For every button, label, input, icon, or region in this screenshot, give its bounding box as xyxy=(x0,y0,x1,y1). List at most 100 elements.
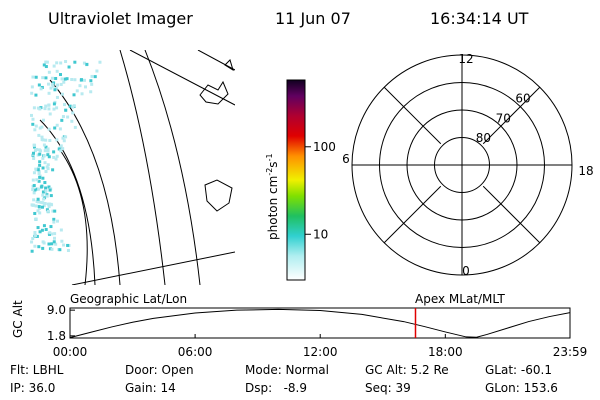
aurora-pixel xyxy=(42,197,46,201)
aurora-pixel xyxy=(35,234,39,238)
aurora-pixel xyxy=(41,156,45,160)
aurora-pixel xyxy=(95,69,99,73)
aurora-pixel xyxy=(36,168,40,172)
aurora-pixel xyxy=(59,61,63,65)
aurora-pixel xyxy=(53,126,57,130)
aurora-pixel xyxy=(32,106,36,110)
aurora-pixel xyxy=(42,224,46,228)
x-tick-label: 18:00 xyxy=(428,345,463,359)
aurora-pixel xyxy=(51,84,55,88)
polar-spoke xyxy=(482,86,541,145)
aurora-pixel xyxy=(93,75,97,79)
aurora-pixel xyxy=(52,150,56,154)
aurora-pixel xyxy=(37,172,41,176)
aurora-pixel xyxy=(34,233,38,237)
aurora-pixel xyxy=(50,76,54,80)
aurora-pixel xyxy=(47,103,51,107)
aurora-pixel xyxy=(30,85,34,89)
aurora-pixel xyxy=(84,85,88,89)
aurora-pixel xyxy=(37,200,41,204)
aurora-pixel xyxy=(48,188,52,192)
aurora-pixel xyxy=(37,187,41,191)
aurora-pixel xyxy=(41,76,45,80)
aurora-pixel xyxy=(66,243,70,247)
aurora-pixel xyxy=(58,73,62,77)
aurora-pixel xyxy=(52,107,56,111)
aurora-pixel xyxy=(33,231,37,235)
aurora-pixel xyxy=(47,205,51,209)
aurora-pixel xyxy=(33,244,37,248)
aurora-pixel xyxy=(62,139,66,143)
aurora-pixel xyxy=(31,151,35,155)
aurora-pixel xyxy=(62,243,66,247)
aurora-pixel xyxy=(55,95,59,99)
aurora-pixel xyxy=(55,154,59,158)
aurora-pixel xyxy=(40,228,44,232)
aurora-pixel xyxy=(44,76,48,80)
aurora-pixel xyxy=(42,143,46,147)
aurora-pixel xyxy=(72,104,76,108)
status-field: Flt: LBHL xyxy=(10,363,64,377)
aurora-pixel xyxy=(50,232,54,236)
aurora-pixel xyxy=(61,136,65,140)
lat-label: 60 xyxy=(515,92,530,106)
aurora-pixel xyxy=(31,188,35,192)
aurora-pixel xyxy=(41,240,45,244)
aurora-pixel xyxy=(36,197,40,201)
aurora-pixel xyxy=(44,170,48,174)
aurora-pixel xyxy=(47,91,51,95)
aurora-pixel xyxy=(60,77,64,81)
status-field: Seq: 39 xyxy=(365,381,411,395)
aurora-pixel xyxy=(33,188,37,192)
aurora-pixel xyxy=(49,225,53,229)
aurora-pixel xyxy=(73,60,77,64)
map-grid xyxy=(39,50,201,285)
aurora-pixel xyxy=(71,111,75,115)
aurora-pixel xyxy=(71,105,75,109)
status-field: IP: 36.0 xyxy=(10,381,55,395)
aurora-pixel xyxy=(49,194,53,198)
aurora-pixel xyxy=(54,242,58,246)
aurora-pixel xyxy=(38,107,42,111)
aurora-pixel xyxy=(32,145,36,149)
aurora-pixel xyxy=(66,115,70,119)
aurora-pixel xyxy=(47,155,51,159)
aurora-pixel xyxy=(55,106,59,110)
aurora-pixel xyxy=(60,239,64,243)
status-field: Dsp: -8.9 xyxy=(245,381,307,395)
aurora-pixel xyxy=(35,178,39,182)
y-tick-label: 1.8 xyxy=(47,329,66,343)
aurora-pixel xyxy=(51,209,55,213)
lat-label: 70 xyxy=(496,111,511,125)
aurora-pixel xyxy=(41,118,45,122)
aurora-pixel xyxy=(46,147,50,151)
aurora-pixel xyxy=(55,123,59,127)
aurora-pixel xyxy=(61,115,65,119)
aurora-pixel xyxy=(47,70,51,74)
unit: s xyxy=(266,161,280,167)
aurora-pixel xyxy=(40,125,44,129)
aurora-pixel xyxy=(38,163,42,167)
aurora-pixel xyxy=(85,62,89,66)
aurora-pixel xyxy=(42,154,46,158)
aurora-pixel xyxy=(37,170,41,174)
aurora-pixel xyxy=(57,147,61,151)
map xyxy=(30,50,235,285)
aurora-pixel xyxy=(60,118,64,122)
status-field: Gain: 14 xyxy=(125,381,176,395)
aurora-pixel xyxy=(31,122,35,126)
lat-circle xyxy=(379,82,545,248)
aurora-pixel xyxy=(31,178,35,182)
mlt-label: 12 xyxy=(458,52,473,66)
mlt-label: 0 xyxy=(462,264,470,278)
aurora-pixel xyxy=(53,100,57,104)
unit: photon cm xyxy=(266,176,280,240)
colorbar-label: photon cm-2s-1 xyxy=(265,153,280,240)
x-tick-label: 06:00 xyxy=(178,345,213,359)
aurora-pixel xyxy=(55,61,59,65)
aurora-pixel xyxy=(58,127,62,131)
aurora-pixel xyxy=(64,108,68,112)
aurora-pixel xyxy=(53,88,57,92)
aurora-pixel xyxy=(53,209,57,213)
